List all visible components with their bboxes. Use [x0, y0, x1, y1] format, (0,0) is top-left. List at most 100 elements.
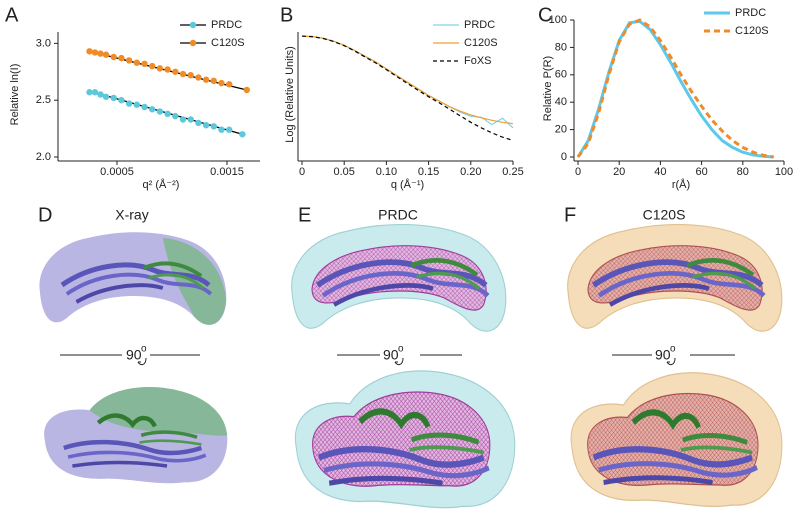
point: [102, 93, 110, 100]
point: [179, 116, 187, 123]
y-tick-label: 3.0: [36, 37, 51, 49]
point: [97, 50, 104, 57]
point: [226, 126, 233, 133]
rotation-label: 90: [126, 347, 142, 363]
point: [97, 91, 104, 98]
point: [141, 60, 148, 68]
point: [218, 126, 225, 133]
rotation-arrow: [666, 357, 676, 366]
point: [202, 76, 210, 83]
point: [91, 49, 99, 56]
y-axis-label: Log (Relative Units): [284, 46, 296, 143]
line: [301, 35, 514, 141]
legend-label: C120S: [211, 37, 245, 49]
panel-label: C: [538, 4, 552, 26]
x-tick-label: 100: [775, 166, 793, 178]
x-tick-label: 0.20: [460, 166, 481, 178]
x-tick-label: 0.05: [333, 166, 354, 178]
x-tick-label: 20: [613, 166, 625, 178]
panel-title: X-ray: [115, 207, 148, 223]
rotation-arrow: [137, 357, 147, 366]
point: [133, 101, 140, 108]
y-axis-label: Relative ln(I): [9, 64, 21, 126]
point: [218, 79, 225, 87]
legend-label: PRDC: [211, 19, 242, 31]
legend-label: PRDC: [735, 7, 766, 19]
point: [141, 103, 148, 111]
x-axis-label: r(Å): [672, 178, 690, 191]
legend-label: C120S: [464, 37, 498, 49]
point: [118, 96, 125, 104]
line: [576, 18, 774, 159]
point: [156, 65, 164, 72]
point: [125, 57, 133, 64]
panel-label: F: [564, 204, 576, 226]
point: [149, 62, 156, 70]
point: [86, 89, 93, 96]
point: [239, 131, 246, 138]
x-tick-label: 60: [695, 166, 707, 178]
y-tick-label: 2.5: [36, 94, 51, 106]
point: [187, 71, 194, 79]
y-tick-label: 100: [549, 14, 567, 26]
x-tick-label: 0.10: [376, 166, 397, 178]
y-tick-label: 20: [555, 124, 567, 136]
molecule-surface: [567, 223, 783, 332]
x-tick-label: 80: [737, 166, 749, 178]
point: [202, 121, 210, 129]
x-tick-label: 0.0005: [100, 166, 134, 178]
point: [125, 100, 133, 107]
point: [91, 89, 99, 96]
molecule-surface: [294, 370, 516, 509]
panel-label: B: [280, 4, 293, 26]
molecule-surface: [44, 387, 228, 484]
point: [172, 112, 179, 120]
point: [164, 66, 171, 73]
legend-marker: [189, 39, 197, 47]
legend-label: C120S: [735, 25, 769, 37]
point: [86, 48, 93, 55]
line: [301, 35, 514, 125]
point: [118, 54, 125, 62]
point: [243, 86, 250, 94]
point: [102, 51, 110, 58]
y-tick-label: 80: [555, 41, 567, 53]
point: [164, 110, 171, 118]
point: [195, 74, 202, 81]
legend-label: PRDC: [464, 19, 495, 31]
x-tick-label: 0: [575, 166, 581, 178]
panel-title: C120S: [643, 207, 686, 223]
point: [133, 59, 140, 66]
rotation-mark: o: [398, 344, 404, 355]
x-tick-label: 0.25: [502, 166, 523, 178]
y-tick-label: 40: [555, 96, 567, 108]
molecule-surface: [570, 372, 783, 508]
point: [195, 119, 202, 127]
rotation-label: 90: [383, 347, 399, 363]
point: [187, 116, 194, 123]
rotation-arrow: [394, 357, 404, 366]
x-tick-label: 0.0015: [210, 166, 244, 178]
rotation-mark: o: [141, 344, 147, 355]
y-axis-label: Relative P(R): [542, 56, 554, 121]
point: [179, 70, 187, 78]
point: [149, 106, 156, 113]
point: [156, 108, 164, 115]
panel-label: E: [298, 204, 311, 226]
x-axis-label: q (Å⁻¹): [391, 178, 424, 191]
point: [110, 94, 117, 102]
rotation-mark: o: [670, 344, 676, 355]
rotation-label: 90: [655, 347, 671, 363]
panel-label: A: [5, 4, 19, 26]
point: [210, 123, 217, 130]
point: [226, 81, 233, 88]
y-tick-label: 2.0: [36, 151, 51, 163]
point: [172, 68, 179, 75]
x-axis-label: q² (Å⁻²): [143, 178, 180, 191]
panel-title: PRDC: [378, 207, 418, 223]
y-tick-label: 0: [561, 151, 567, 163]
x-tick-label: 0.15: [418, 166, 439, 178]
legend-marker: [189, 21, 197, 29]
point: [110, 53, 117, 61]
